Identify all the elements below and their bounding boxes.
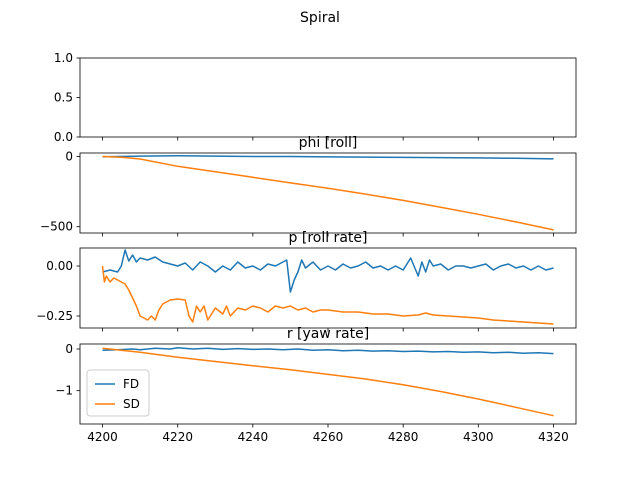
subplot-title: p [roll rate] (289, 230, 368, 246)
y-tick-label: −500 (40, 220, 73, 234)
legend: FD SD (86, 369, 150, 417)
y-tick-label: 0.0 (54, 130, 73, 144)
subplot-3: 0.00 −0.25 p [roll rate] (36, 230, 577, 332)
y-tick-label: −1 (55, 384, 73, 398)
axes-frame (79, 247, 577, 329)
subplot-1: 0.0 0.5 1.0 (54, 51, 577, 144)
subplot-title: r [yaw rate] (287, 326, 369, 342)
subplot-title: phi [roll] (299, 135, 358, 151)
axes-frame (79, 343, 577, 425)
figure-title: Spiral (300, 10, 340, 26)
series-line-sd (102, 347, 554, 417)
x-tick-label: 4300 (463, 430, 494, 444)
y-tick-label: 1.0 (54, 51, 73, 65)
subplots: 0.0 0.5 1.0 0 −500 phi [roll] 0.00 −0.25 p [roll… (36, 51, 577, 444)
series-line-fd (102, 347, 554, 355)
x-tick-label: 4280 (388, 430, 419, 444)
series-line-sd (101, 265, 554, 325)
x-tick-label: 4260 (313, 430, 344, 444)
series-line-sd (102, 155, 554, 231)
y-tick-label: 0.00 (46, 259, 73, 273)
legend-label-sd: SD (123, 397, 140, 411)
y-tick-label: 0.5 (54, 91, 73, 105)
series-line-fd (102, 249, 554, 293)
y-tick-label: 0 (65, 150, 73, 164)
legend-label-fd: FD (123, 377, 139, 391)
y-tick-label: 0 (65, 342, 73, 356)
subplot-4: 0 −1 4200 4220 4240 4260 4280 4300 4320 r [yaw ra… (55, 326, 577, 444)
y-tick-label: −0.25 (36, 309, 73, 323)
axes-frame (79, 57, 577, 138)
x-tick-label: 4200 (87, 430, 118, 444)
x-tick-label: 4240 (238, 430, 269, 444)
series-line-fd (102, 155, 554, 160)
axes-frame (79, 152, 577, 234)
x-tick-label: 4220 (162, 430, 193, 444)
x-tick-label: 4320 (538, 430, 569, 444)
subplot-2: 0 −500 phi [roll] (40, 135, 577, 237)
